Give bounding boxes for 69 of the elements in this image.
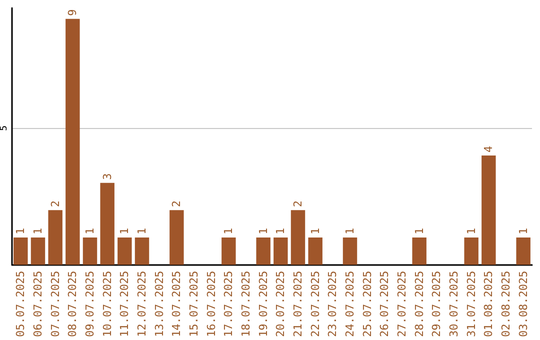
x-tick-label: 21.07.2025 [292,270,304,338]
x-tick-label: 20.07.2025 [274,270,288,338]
data-label: 1 [14,228,28,234]
bar [256,237,270,265]
data-label: 1 [344,228,356,234]
bar [412,237,426,265]
x-tick-label: 18.07.2025 [240,270,252,338]
data-label: 2 [292,200,304,208]
bar [222,237,236,265]
x-tick-label: 02.08.2025 [500,270,512,338]
bar [342,237,358,265]
x-tick-label: 01.08.2025 [482,270,496,338]
bar [274,237,288,265]
data-label: 1 [32,228,44,234]
data-label: 1 [118,228,132,234]
x-tick-label: 15.07.2025 [188,270,200,338]
data-label: 9 [66,9,80,16]
x-tick-label: 29.07.2025 [430,270,444,338]
data-label: 1 [274,228,288,234]
x-tick-label: 10.07.2025 [100,270,114,338]
data-label: 1 [84,228,96,234]
x-tick-label: 05.07.2025 [14,270,28,338]
bar [48,210,62,265]
data-label: 1 [308,228,322,234]
y-tick-label: 5 [0,125,10,131]
x-tick-label: 09.07.2025 [84,270,96,338]
x-tick-label: 22.07.2025 [308,270,322,338]
x-tick-label: 27.07.2025 [396,270,408,338]
bar [82,237,98,265]
x-tick-label: 11.07.2025 [118,270,132,338]
bar [30,237,46,265]
bar [308,237,322,265]
data-label: 3 [100,173,114,180]
x-tick-label: 06.07.2025 [32,270,44,338]
x-tick-label: 12.07.2025 [136,270,148,338]
bar [482,156,496,265]
x-tick-label: 31.07.2025 [464,270,478,338]
x-tick-label: 08.07.2025 [66,270,80,338]
bar [100,182,114,265]
x-tick-label: 19.07.2025 [256,270,270,338]
x-tick-label: 28.07.2025 [412,270,426,338]
x-tick-label: 07.07.2025 [48,270,62,338]
x-tick-label: 14.07.2025 [170,270,184,338]
bar [170,210,184,265]
x-tick-label: 03.08.2025 [516,270,530,338]
x-tick-label: 24.07.2025 [344,270,356,338]
data-label: 1 [412,228,426,234]
data-label: 2 [170,200,184,208]
x-tick-label: 25.07.2025 [360,270,374,338]
bar [290,210,306,265]
data-label: 1 [256,228,270,234]
data-label: 1 [222,228,236,234]
bar [118,237,132,265]
x-tick-label: 23.07.2025 [326,270,340,338]
bar [66,18,80,265]
data-label: 4 [482,146,496,153]
data-label: 1 [464,228,478,234]
bar [14,237,28,265]
bar [516,237,530,265]
x-tick-label: 16.07.2025 [204,270,218,338]
x-tick-label: 30.07.2025 [448,270,460,338]
bar [464,237,478,265]
x-tick-label: 17.07.2025 [222,270,236,338]
data-label: 1 [516,228,530,234]
x-tick-label: 13.07.2025 [152,270,166,338]
bar [134,237,150,265]
x-tick-label: 26.07.2025 [378,270,392,338]
data-label: 2 [48,200,62,208]
data-label: 1 [136,228,148,234]
